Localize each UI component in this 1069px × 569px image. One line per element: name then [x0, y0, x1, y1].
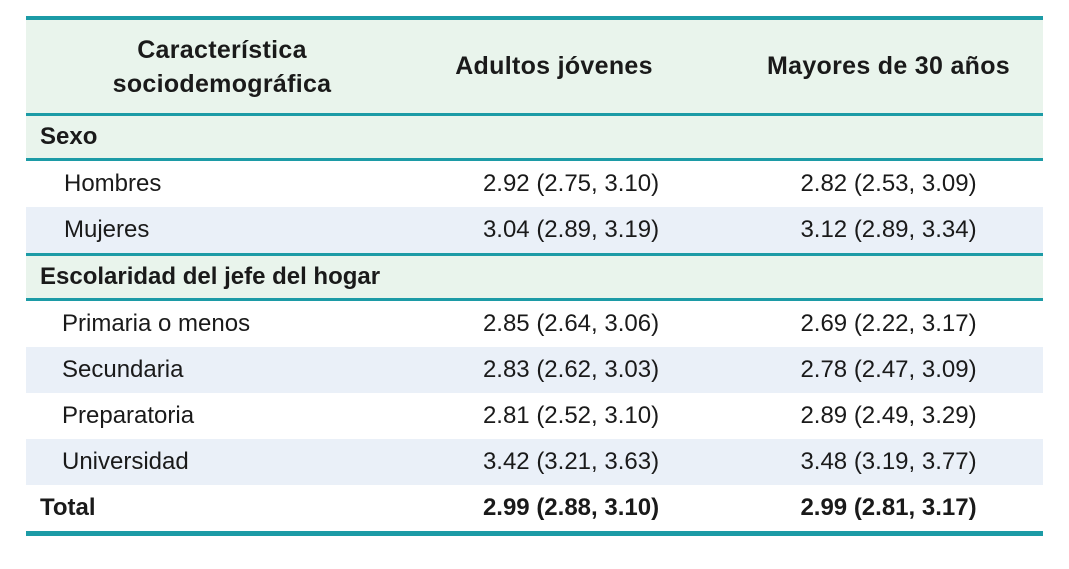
- cell-older: 2.89 (2.49, 3.29): [800, 402, 977, 429]
- total-row: Total 2.99 (2.88, 3.10) 2.99 (2.81, 3.17…: [26, 485, 1043, 531]
- table-rule: [26, 113, 1043, 116]
- cell-older: 3.48 (3.19, 3.77): [800, 448, 977, 475]
- section-row-sexo: Sexo: [26, 116, 1043, 158]
- total-label: Total: [40, 494, 96, 521]
- cell-older: 3.12 (2.89, 3.34): [800, 216, 977, 243]
- table-rule: [26, 253, 1043, 256]
- cell-young: 2.92 (2.75, 3.10): [482, 170, 660, 197]
- section-title: Escolaridad del jefe del hogar: [40, 263, 381, 290]
- row-label: Primaria o menos: [62, 310, 251, 337]
- table-rule: [26, 298, 1043, 301]
- cell-older: 2.69 (2.22, 3.17): [800, 310, 977, 337]
- cell-older: 2.82 (2.53, 3.09): [800, 170, 977, 197]
- table-row: Mujeres 3.04 (2.89, 3.19) 3.12 (2.89, 3.…: [26, 207, 1043, 253]
- cell-young: 3.42 (3.21, 3.63): [482, 448, 660, 475]
- section-title: Sexo: [40, 123, 98, 150]
- total-young: 2.99 (2.88, 3.10): [482, 494, 660, 521]
- data-table: Característica sociodemográfica Adultos …: [26, 16, 1043, 536]
- header-characteristic-line2: sociodemográfica: [112, 69, 332, 98]
- header-characteristic-line1: Característica: [137, 35, 307, 64]
- cell-older: 2.78 (2.47, 3.09): [800, 356, 977, 383]
- cell-young: 2.83 (2.62, 3.03): [482, 356, 660, 383]
- header-characteristic: Característica sociodemográfica: [26, 33, 408, 101]
- cell-young: 2.81 (2.52, 3.10): [482, 402, 660, 429]
- section-row-escolaridad: Escolaridad del jefe del hogar: [26, 256, 1043, 298]
- table-rule: [26, 158, 1043, 161]
- table-top-rule: [26, 16, 1043, 20]
- header-young-adults: Adultos jóvenes: [455, 52, 653, 80]
- row-label: Secundaria: [62, 356, 184, 383]
- row-label: Mujeres: [64, 216, 150, 243]
- row-label: Hombres: [64, 170, 162, 197]
- cell-young: 3.04 (2.89, 3.19): [482, 216, 660, 243]
- table-row: Universidad 3.42 (3.21, 3.63) 3.48 (3.19…: [26, 439, 1043, 485]
- table-row: Secundaria 2.83 (2.62, 3.03) 2.78 (2.47,…: [26, 347, 1043, 393]
- total-older: 2.99 (2.81, 3.17): [800, 494, 977, 521]
- header-over-30: Mayores de 30 años: [766, 52, 1010, 80]
- table-row: Hombres 2.92 (2.75, 3.10) 2.82 (2.53, 3.…: [26, 161, 1043, 207]
- cell-young: 2.85 (2.64, 3.06): [482, 310, 660, 337]
- table-bottom-rule: [26, 531, 1043, 536]
- table-row: Preparatoria 2.81 (2.52, 3.10) 2.89 (2.4…: [26, 393, 1043, 439]
- row-label: Preparatoria: [62, 402, 195, 429]
- table-header-row: Característica sociodemográfica Adultos …: [26, 20, 1043, 113]
- table-row: Primaria o menos 2.85 (2.64, 3.06) 2.69 …: [26, 301, 1043, 347]
- row-label: Universidad: [62, 448, 189, 475]
